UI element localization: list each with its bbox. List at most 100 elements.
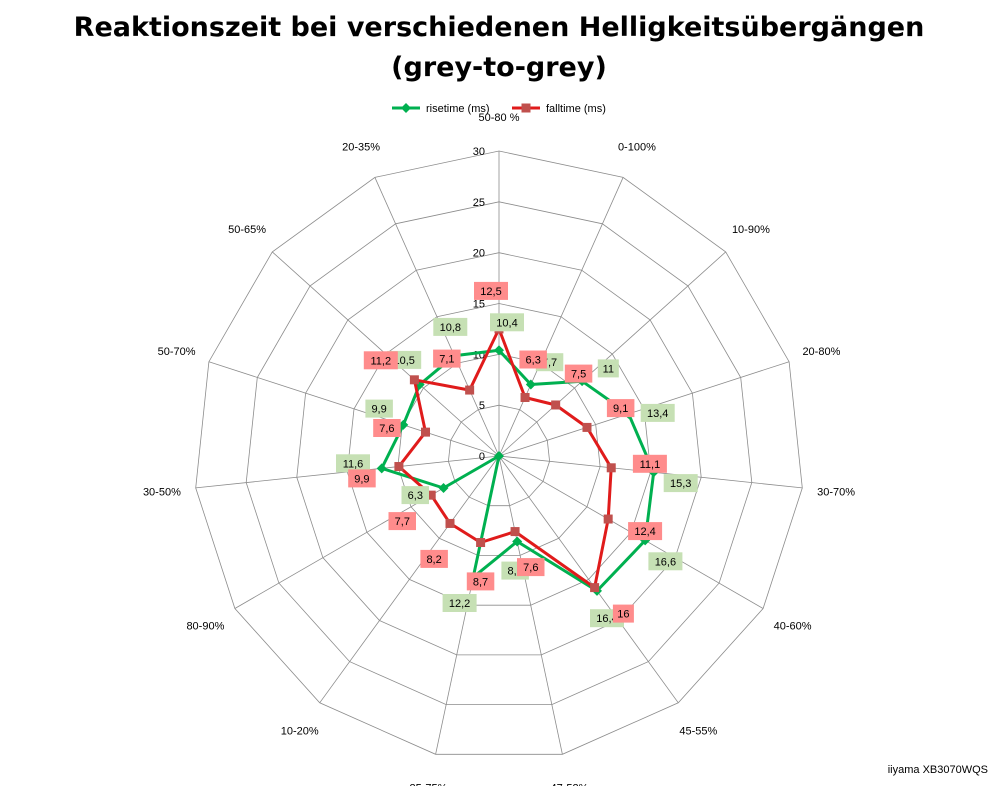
data-label: 16,4 [596,613,617,625]
data-label: 7,5 [571,369,586,381]
data-label-bg [363,351,398,370]
data-label-bg [420,549,448,568]
data-label: 11,1 [640,459,661,471]
data-label: 9,9 [371,404,386,416]
data-label: 7,7 [395,516,410,528]
category-label: 50-80 % [479,112,520,124]
data-label: 8,7 [473,576,488,588]
category-label: 50-70% [158,346,196,358]
legend-label: risetime (ms) [426,103,490,115]
grid-ring [195,150,803,755]
data-label: 11 [603,363,614,375]
series-marker [438,483,449,494]
category-label: 10-90% [732,224,770,236]
data-label-bg [433,349,461,368]
data-label: 10,5 [393,355,414,367]
chart-title-line2: (grey-to-grey) [391,52,607,83]
data-label: 7,6 [379,423,394,435]
data-label: 11,2 [371,355,392,367]
data-label-bg [433,317,468,336]
series-marker [551,400,561,410]
series-marker [421,427,431,437]
data-label-bg [663,474,698,493]
data-labels: 10,47,71113,415,316,616,48,612,26,311,69… [336,281,698,628]
data-label: 9,9 [354,473,369,485]
data-label-bg [373,419,401,437]
grid-spoke [319,455,500,704]
data-label-bg [442,594,477,612]
series-marker [476,538,486,548]
data-label-bg [597,359,619,378]
grid-ring [296,252,702,656]
chart-title: Reaktionszeit bei verschiedenen Helligke… [0,8,998,88]
series-marker [376,463,387,474]
grid-spoke [498,455,563,755]
data-label: 8,2 [426,554,441,566]
data-label-bg [490,313,524,332]
tick-label: 20 [473,248,485,260]
data-label-bg [517,558,545,577]
tick-label: 25 [473,197,485,209]
series-marker [520,392,530,402]
series-marker [465,385,475,395]
grid-spoke [498,251,726,457]
category-label: 40-60% [774,621,812,633]
grid-ring [245,201,753,705]
legend-label: falltime (ms) [546,103,606,115]
series-marker [512,536,523,547]
watermark-text: iiyama XB3070WQS [887,764,988,776]
grid-spoke [498,455,679,704]
series-marker [398,419,409,430]
data-label: 11,6 [343,458,364,470]
series-marker [525,379,536,390]
category-label: 47-52% [551,783,589,786]
data-label: 10,8 [440,322,461,334]
series-marker [409,375,419,385]
data-label-bg [632,454,667,473]
series-marker [445,518,455,528]
data-label: 6,3 [408,490,423,502]
legend-marker [521,103,531,113]
data-label-bg [640,403,675,422]
data-label: 16 [617,609,629,621]
category-label: 30-70% [817,486,855,498]
category-label: 20-80% [802,346,840,358]
data-label: 7,6 [523,562,538,574]
data-label-bg [401,486,429,505]
data-label: 9,1 [613,403,628,415]
tick-label: 5 [479,400,485,412]
grid-ring [346,303,652,606]
chart-title-line1: Reaktionszeit bei verschiedenen Helligke… [73,12,925,43]
category-label: 25-75% [410,783,448,786]
category-label: 30-50% [143,486,181,498]
series-marker [582,422,592,432]
series-marker [606,463,616,473]
series-marker [510,527,520,537]
category-label: 50-65% [228,224,266,236]
data-label-bg [336,454,370,473]
category-label: 45-55% [679,725,717,737]
series-line [397,327,613,590]
data-label-bg [474,281,508,300]
category-label: 0-100% [618,141,656,153]
grid-spoke [498,177,624,457]
data-label: 12,4 [634,526,655,538]
data-label: 10,4 [496,317,517,329]
grid-spoke [374,177,500,457]
data-label: 6,3 [526,355,541,367]
category-label: 10-20% [281,725,319,737]
data-label-bg [628,522,663,541]
legend: risetime (ms) falltime (ms) [392,103,606,115]
data-label-bg [365,399,393,418]
data-label: 12,5 [480,286,501,298]
data-label-bg [348,469,376,488]
series-marker [426,490,436,500]
category-label: 20-35% [342,141,380,153]
series-marker [590,583,600,593]
tick-label: 0 [479,451,485,463]
grid-spoke [208,361,500,457]
series-lines [376,324,659,596]
data-label-bg [564,364,593,383]
tick-label: 30 [473,146,485,158]
